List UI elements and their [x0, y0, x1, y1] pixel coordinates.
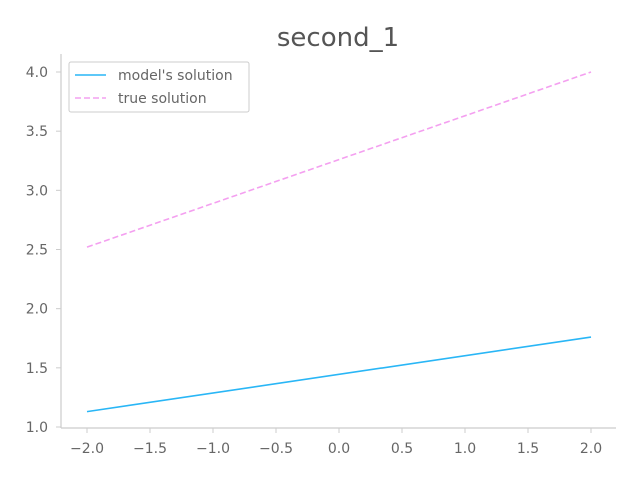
series-line-2	[86, 71, 592, 248]
x-tick-label: −2.0	[70, 441, 104, 457]
legend-box	[68, 61, 250, 113]
x-tick-label: −1.5	[133, 441, 167, 457]
y-tick-label: 2.0	[26, 302, 48, 318]
x-tick-label: −0.5	[259, 441, 293, 457]
legend-label-1: model's solution	[118, 68, 233, 84]
ticks-group: −2.0 −1.5 −1.0 −0.5 0.0 0.5 1.0 1.5 2.0 1.0 1.5 2.0…	[26, 65, 602, 457]
x-tick-label: 0.5	[391, 441, 413, 457]
y-tick-label: 2.5	[26, 243, 48, 259]
x-tick-label: −1.0	[196, 441, 230, 457]
x-tick-label: 1.0	[454, 441, 476, 457]
legend: model's solution true solution	[68, 61, 250, 113]
y-tick-label: 1.5	[26, 361, 48, 377]
y-tick-label: 3.0	[26, 183, 48, 199]
series-line-1	[86, 336, 592, 413]
x-tick-label: 0.0	[328, 441, 350, 457]
series-lines-group	[86, 71, 592, 413]
chart-title: second_1	[277, 23, 399, 53]
y-tick-label: 3.5	[26, 124, 48, 140]
x-tick-label: 2.0	[580, 441, 602, 457]
legend-label-2: true solution	[118, 91, 207, 107]
x-tick-label: 1.5	[517, 441, 539, 457]
y-tick-label: 4.0	[26, 65, 48, 81]
y-tick-label: 1.0	[26, 420, 48, 436]
